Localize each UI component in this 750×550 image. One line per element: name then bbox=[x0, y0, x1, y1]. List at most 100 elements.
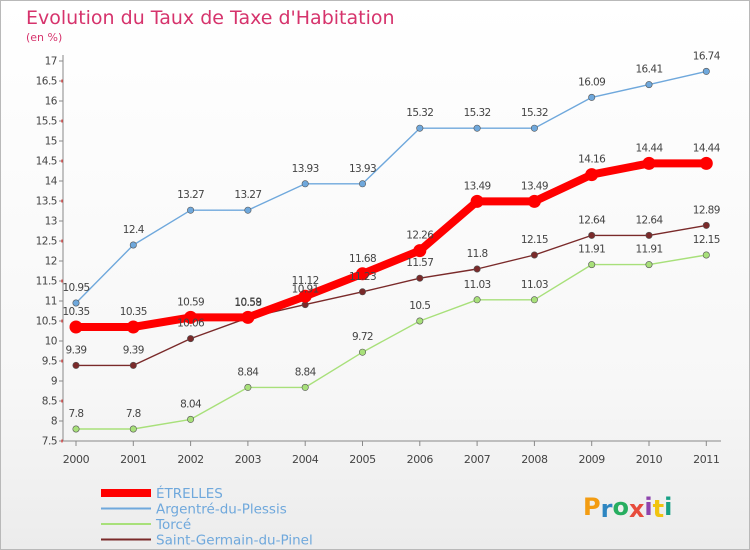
data-label: 10.59 bbox=[177, 296, 204, 308]
y-tick-label: 17 bbox=[45, 56, 57, 68]
data-point bbox=[416, 274, 424, 282]
data-point bbox=[187, 415, 195, 423]
data-label: 12.89 bbox=[693, 204, 720, 216]
x-tick-label: 2001 bbox=[120, 453, 146, 466]
data-label: 14.16 bbox=[578, 154, 606, 166]
data-label: 13.49 bbox=[464, 180, 491, 192]
y-tick-label: 14 bbox=[45, 176, 58, 188]
data-label: 13.27 bbox=[177, 189, 204, 201]
series-line bbox=[75, 254, 707, 430]
y-tick-label: 10.5 bbox=[36, 316, 57, 328]
x-tick-label: 2003 bbox=[235, 453, 262, 466]
data-point bbox=[473, 124, 481, 132]
data-label: 12.64 bbox=[578, 214, 606, 226]
data-label: 15.32 bbox=[521, 107, 548, 119]
x-tick-label: 2008 bbox=[521, 453, 548, 466]
data-label: 11.23 bbox=[349, 271, 376, 283]
data-point bbox=[129, 425, 137, 433]
data-label: 12.15 bbox=[693, 234, 720, 246]
data-label: 12.26 bbox=[406, 230, 434, 242]
data-point bbox=[72, 299, 80, 307]
y-tick-label: 7.5 bbox=[42, 436, 57, 448]
data-point bbox=[645, 261, 653, 269]
data-label: 9.72 bbox=[352, 331, 373, 343]
data-label: 11.03 bbox=[521, 279, 548, 291]
data-label: 8.84 bbox=[237, 366, 259, 378]
data-label: 10.5 bbox=[409, 300, 430, 312]
data-label: 10.06 bbox=[177, 318, 205, 330]
data-point bbox=[642, 156, 656, 170]
data-label: 8.04 bbox=[180, 398, 202, 410]
data-point bbox=[69, 320, 83, 334]
data-point bbox=[416, 124, 424, 132]
data-label: 16.09 bbox=[578, 76, 605, 88]
legend-label: Torcé bbox=[155, 517, 191, 533]
data-label: 12.15 bbox=[521, 234, 548, 246]
data-point bbox=[699, 156, 713, 170]
data-point bbox=[416, 317, 424, 325]
data-label: 8.84 bbox=[295, 366, 317, 378]
series-line bbox=[75, 70, 707, 304]
x-tick-label: 2005 bbox=[349, 453, 376, 466]
logo-letter: o bbox=[612, 493, 629, 521]
data-point bbox=[72, 425, 80, 433]
data-label: 7.8 bbox=[126, 408, 141, 420]
data-label: 12.64 bbox=[635, 214, 663, 226]
data-label: 14.44 bbox=[635, 142, 663, 154]
x-tick-label: 2010 bbox=[636, 453, 663, 466]
logo-letter: t bbox=[652, 495, 665, 523]
data-label: 15.32 bbox=[406, 107, 433, 119]
data-label: 11.8 bbox=[467, 248, 488, 260]
data-label: 12.4 bbox=[123, 224, 145, 236]
data-point bbox=[298, 289, 312, 303]
data-label: 11.12 bbox=[292, 275, 319, 287]
x-tick-label: 2000 bbox=[63, 453, 90, 466]
data-point bbox=[358, 288, 366, 296]
y-tick-label: 16.5 bbox=[36, 76, 57, 88]
chart-subtitle: (en %) bbox=[26, 31, 63, 44]
logo-letter: i bbox=[664, 493, 673, 521]
x-tick-label: 2006 bbox=[407, 453, 434, 466]
series-line bbox=[72, 159, 711, 331]
y-tick-label: 13.5 bbox=[36, 196, 57, 208]
logo-letter: r bbox=[600, 495, 613, 523]
data-label: 10.58 bbox=[234, 297, 261, 309]
data-label: 10.35 bbox=[62, 306, 89, 318]
data-point bbox=[588, 93, 596, 101]
x-tick-label: 2011 bbox=[693, 453, 719, 466]
y-tick-label: 13 bbox=[45, 216, 57, 228]
y-tick-label: 9.5 bbox=[42, 356, 57, 368]
data-point bbox=[129, 361, 137, 369]
x-tick-label: 2009 bbox=[578, 453, 605, 466]
data-point bbox=[527, 194, 541, 208]
y-tick-label: 10 bbox=[45, 336, 57, 348]
data-label: 10.59 bbox=[234, 296, 261, 308]
logo-letter: P bbox=[583, 493, 601, 521]
data-label: 11.03 bbox=[464, 279, 491, 291]
data-label: 11.91 bbox=[578, 244, 605, 256]
legend-label: Saint-Germain-du-Pinel bbox=[156, 533, 313, 549]
x-tick-label: 2002 bbox=[177, 453, 203, 466]
data-label: 13.93 bbox=[292, 163, 319, 175]
data-label: 11.57 bbox=[406, 257, 433, 269]
proxiti-logo: Proxiti bbox=[583, 493, 673, 523]
x-tick-label: 2004 bbox=[292, 453, 319, 466]
y-tick-label: 12.5 bbox=[36, 236, 57, 248]
data-point bbox=[702, 251, 710, 259]
data-point bbox=[301, 180, 309, 188]
x-tick-label: 2007 bbox=[464, 453, 491, 466]
data-label: 13.49 bbox=[521, 180, 548, 192]
data-point bbox=[530, 251, 538, 259]
data-label: 15.32 bbox=[464, 107, 491, 119]
data-label: 11.91 bbox=[635, 244, 662, 256]
data-label: 16.41 bbox=[635, 64, 662, 76]
y-tick-label: 11.5 bbox=[36, 276, 57, 288]
data-point bbox=[358, 180, 366, 188]
y-tick-label: 14.5 bbox=[36, 156, 57, 168]
data-label: 9.39 bbox=[123, 344, 144, 356]
data-label: 10.91 bbox=[292, 284, 319, 296]
y-tick-label: 15 bbox=[45, 136, 57, 148]
data-point bbox=[470, 194, 484, 208]
